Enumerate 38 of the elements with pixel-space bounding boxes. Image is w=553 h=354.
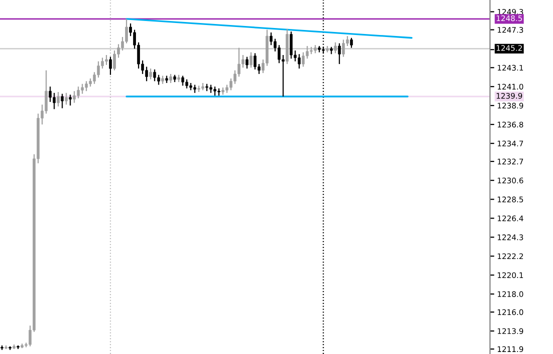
candlestick	[238, 47, 240, 78]
candlestick	[145, 66, 148, 82]
candlestick	[84, 80, 88, 92]
candlestick	[105, 54, 108, 66]
candlestick	[310, 46, 313, 55]
candlestick	[334, 42, 337, 54]
candlestick	[56, 91, 60, 107]
candlestick	[48, 86, 52, 102]
candlestick	[185, 78, 188, 89]
candlestick	[342, 39, 345, 58]
candlestick	[338, 42, 341, 65]
candlestick	[230, 78, 232, 91]
candlestick	[109, 56, 112, 76]
candlestick	[64, 92, 68, 106]
candlestick	[157, 74, 160, 86]
candlestick	[298, 54, 301, 70]
candlestick	[181, 75, 184, 86]
candlestick	[213, 86, 216, 96]
candlestick	[250, 52, 252, 68]
candlestick	[72, 90, 76, 104]
candlestick	[153, 68, 156, 82]
candlestick	[44, 70, 48, 114]
candlestick	[193, 84, 196, 94]
candlestick	[270, 32, 273, 46]
candlestick	[125, 18, 128, 44]
candlestick	[76, 86, 80, 99]
candlestick	[350, 37, 353, 48]
candlestick	[290, 31, 293, 60]
candlestick	[278, 44, 281, 64]
candlestick	[80, 83, 84, 94]
candlestick	[60, 93, 64, 109]
candlestick	[169, 73, 172, 84]
candlestick	[113, 50, 116, 71]
candlestick	[96, 60, 100, 78]
candlestick	[68, 94, 72, 106]
candlestick	[149, 68, 152, 80]
candlestick	[246, 56, 248, 70]
candlestick	[254, 52, 256, 70]
